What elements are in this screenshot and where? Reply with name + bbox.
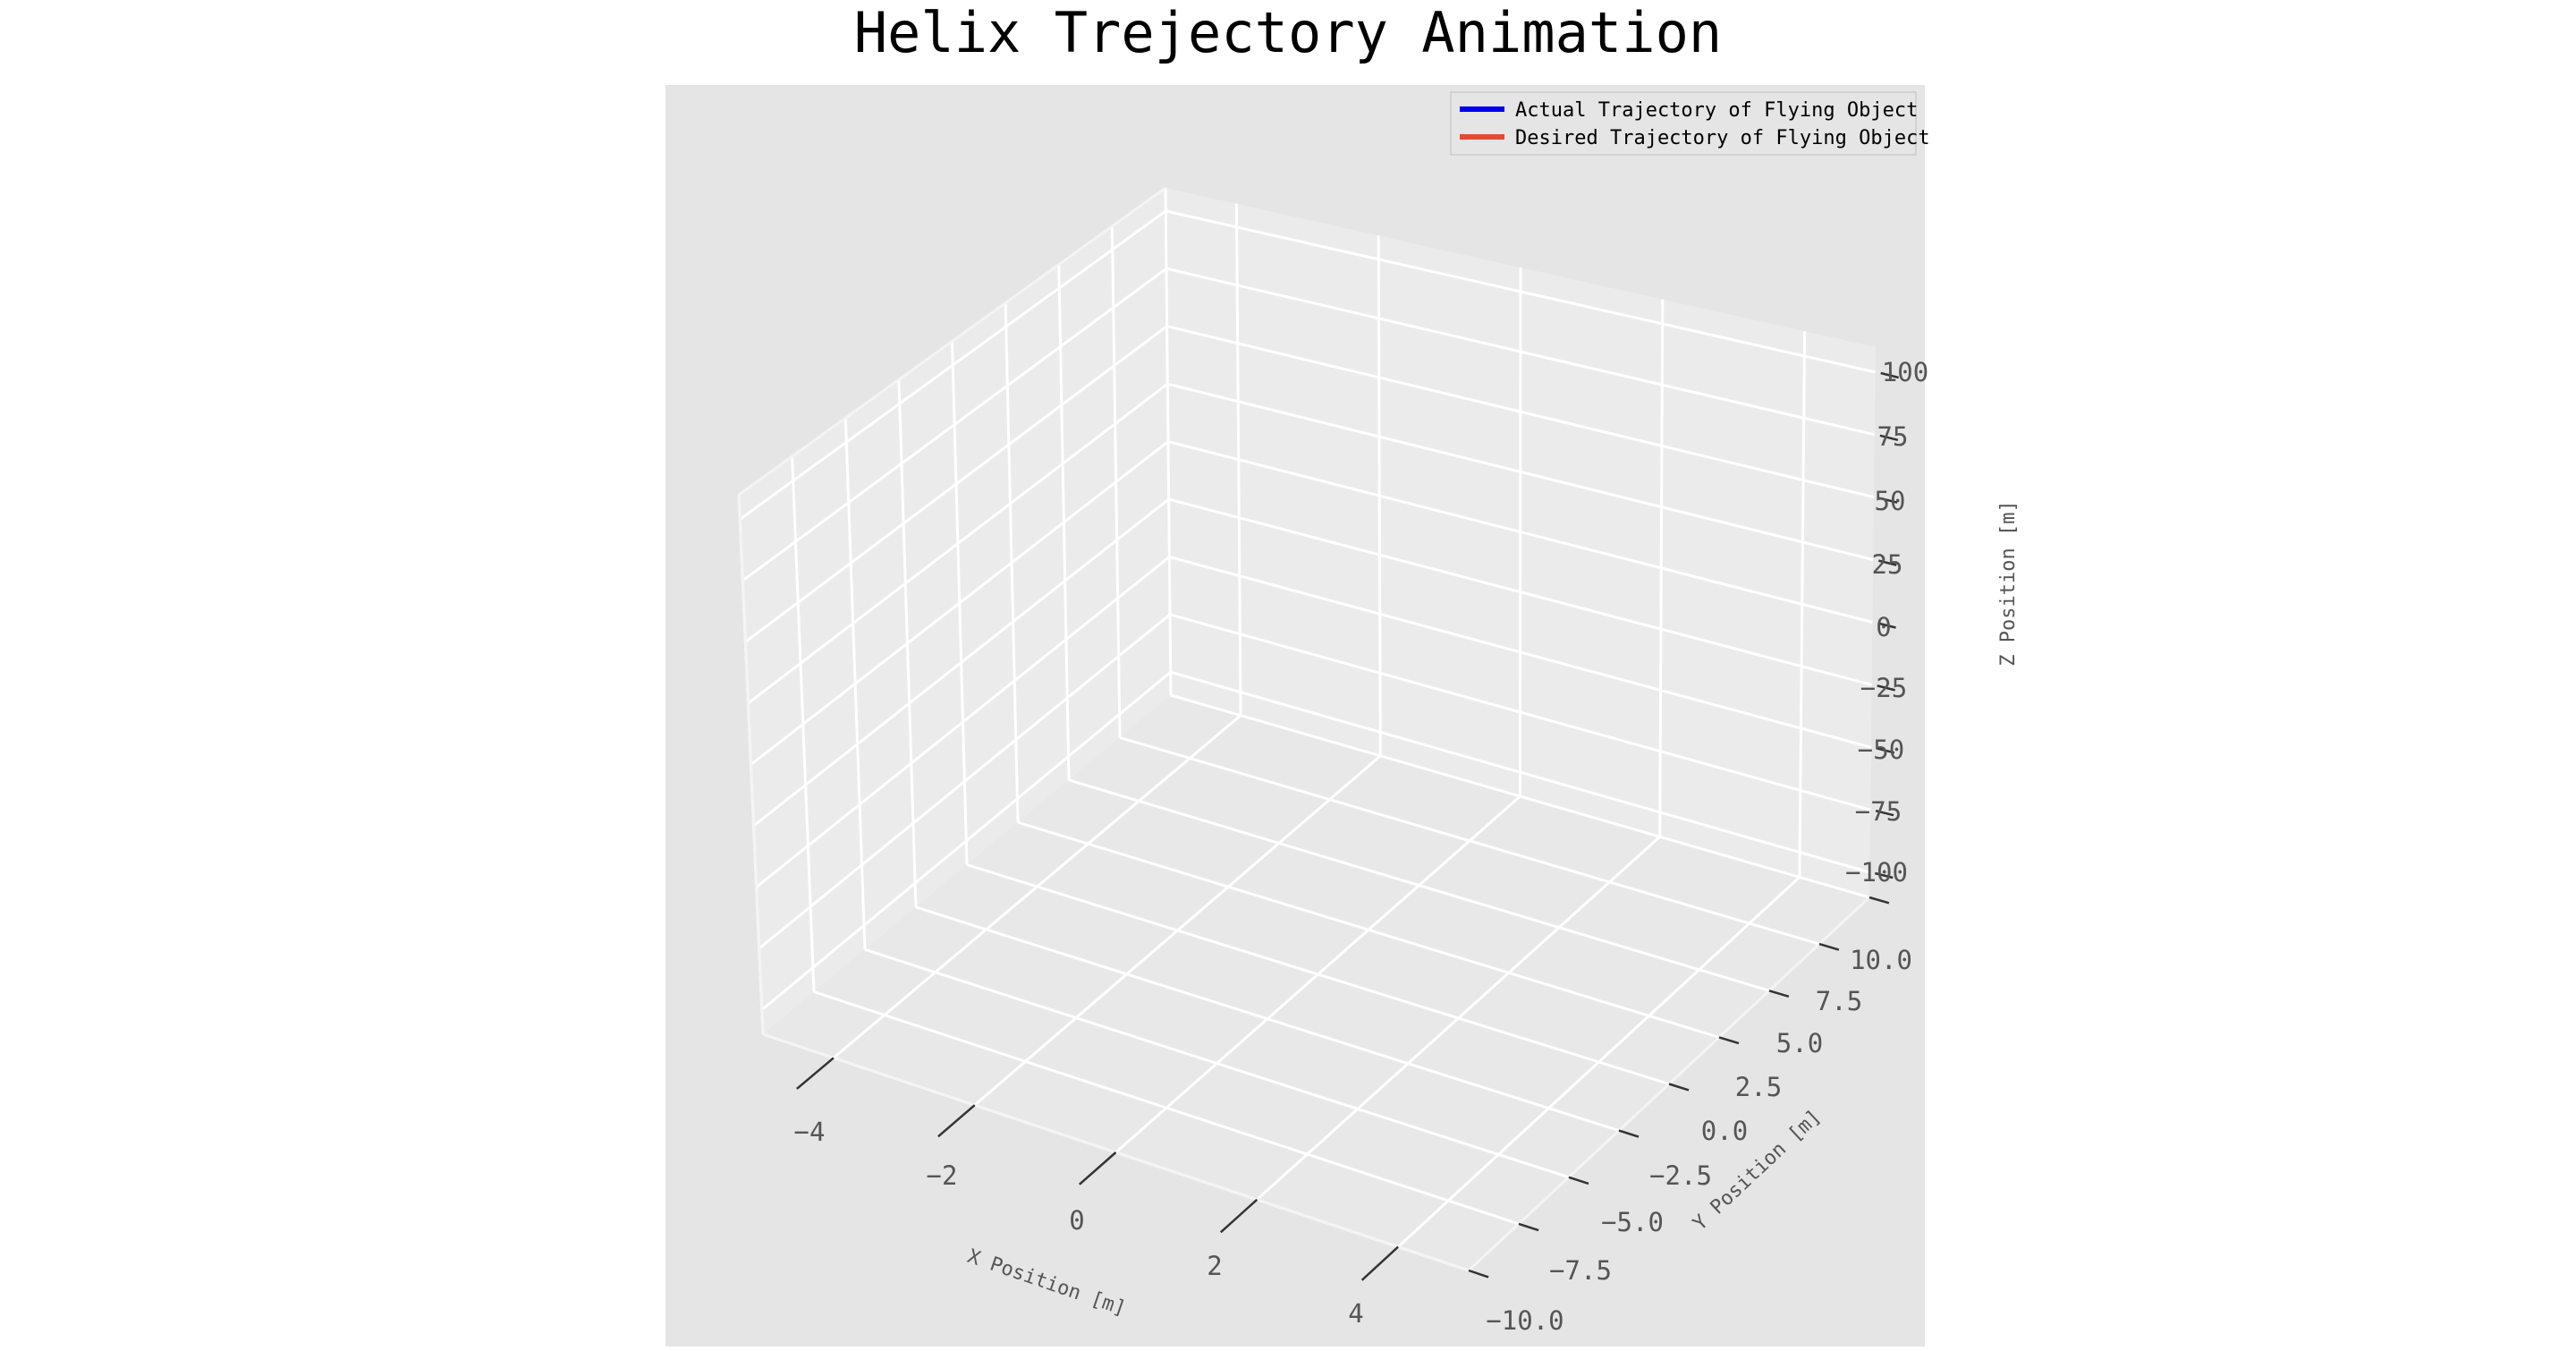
z-tick-mark [1880, 371, 1900, 379]
grid-line-z-back [1165, 209, 1877, 374]
x-tick-label: 4 [1348, 1298, 1363, 1329]
y-tick-mark [1868, 896, 1890, 905]
z-tick-mark [1876, 747, 1895, 754]
z-tick-label: −50 [1858, 735, 1904, 765]
z-tick-labels: −100 −75 −50 −25 0 25 50 75 100 [1845, 357, 1928, 888]
y-tick-label: 0.0 [1701, 1116, 1748, 1146]
grid-line-z-left [739, 209, 1167, 521]
x-tick-label: −4 [794, 1117, 826, 1147]
grid-line-y-floor [1068, 778, 1770, 992]
x-tick-mark [796, 1057, 835, 1090]
grid-line-z-back [1165, 267, 1876, 437]
y-tick-mark [1468, 1269, 1489, 1279]
z-tick-mark [1877, 559, 1897, 566]
grid-line-z-back [1167, 440, 1873, 624]
grid-line-z-back [1170, 670, 1870, 874]
grid-line-z-back [1166, 325, 1875, 499]
y-tick-mark [1518, 1222, 1539, 1232]
legend-label-actual: Actual Trajectory of Flying Object [1515, 99, 1918, 122]
z-tick-mark [1877, 684, 1896, 692]
grid-line-z-left [741, 267, 1167, 582]
legend: Actual Trajectory of Flying Object Desir… [1450, 91, 1930, 156]
z-tick-label: 25 [1872, 549, 1903, 580]
z-tick-label: 0 [1876, 612, 1891, 642]
y-tick-label: −10.0 [1486, 1305, 1563, 1336]
z-axis-spine [737, 494, 765, 1035]
pane-left-wall [739, 188, 1171, 1034]
y-tick-mark [1718, 1036, 1740, 1045]
x-tick-mark [937, 1104, 976, 1138]
z-tick-label: −100 [1845, 857, 1908, 888]
grid-line-z-left [760, 671, 1172, 1011]
grid-line-y-floor [1017, 820, 1720, 1039]
z-axis-label: Z Position [m] [1997, 500, 2020, 666]
grid-line-z-left [752, 497, 1170, 828]
x-tick-label: 0 [1069, 1205, 1084, 1236]
z-tick-mark [1874, 871, 1894, 879]
legend-label-desired: Desired Trajectory of Flying Object [1515, 127, 1930, 149]
grid-line-z-left [744, 325, 1168, 643]
grid-line-y-floor [813, 990, 1520, 1226]
y-tick-mark [1768, 990, 1790, 998]
grid-line-z-back [1169, 555, 1872, 749]
x-tick-mark [1360, 1245, 1399, 1281]
grid-line-z-back [1168, 497, 1873, 686]
y-tick-label: 5.0 [1776, 1028, 1823, 1058]
y-tick-label: −7.5 [1549, 1255, 1612, 1286]
z-tick-mark [1877, 622, 1896, 629]
grid-line-y-floor [966, 863, 1670, 1085]
y-tick-mark [1618, 1129, 1640, 1138]
grid-line-z-left [758, 613, 1171, 950]
grid-line-y-floor [915, 905, 1620, 1133]
z-tick-mark [1878, 497, 1898, 504]
x-tick-label: 2 [1207, 1251, 1222, 1281]
pane-edge [738, 186, 1166, 497]
z-tick-mark [1875, 809, 1894, 817]
y-tick-labels: −10.0 −7.5 −5.0 −2.5 0.0 2.5 5.0 7.5 10.… [1486, 945, 1912, 1336]
z-tick-label: −75 [1855, 796, 1902, 827]
grid-line-z-back [1169, 613, 1871, 811]
axis-ticks [796, 371, 1900, 1281]
z-tick-label: 100 [1882, 357, 1928, 387]
z-tick-label: 50 [1875, 486, 1906, 516]
grid-line-y-floor [1170, 693, 1870, 899]
y-tick-label: 2.5 [1735, 1072, 1782, 1102]
x-tick-labels: −4 −2 0 2 4 [794, 1117, 1364, 1329]
z-tick-mark [1879, 434, 1899, 442]
z-tick-label: −25 [1860, 673, 1907, 703]
x-tick-mark [1078, 1151, 1117, 1185]
grid-line-z-left [755, 556, 1171, 888]
y-tick-label: 10.0 [1850, 945, 1912, 975]
y-tick-label: −2.5 [1649, 1160, 1712, 1191]
y-tick-label: −5.0 [1601, 1207, 1664, 1237]
y-tick-mark [1668, 1083, 1690, 1092]
chart-title: Helix Trejectory Animation [854, 0, 1723, 65]
grid-line-y-floor [864, 947, 1570, 1179]
y-tick-label: 7.5 [1816, 986, 1862, 1016]
z-tick-label: 75 [1877, 421, 1909, 452]
grid-line-z-back [1166, 382, 1874, 562]
legend-box [1450, 91, 1917, 156]
grid-line-z-left [750, 440, 1169, 766]
y-tick-mark [1818, 942, 1840, 951]
x-tick-label: −2 [927, 1160, 958, 1191]
grid-line-z-left [747, 382, 1169, 705]
y-tick-mark [1568, 1176, 1589, 1185]
x-tick-mark [1219, 1198, 1258, 1234]
grid-line-y-floor [1119, 735, 1820, 946]
